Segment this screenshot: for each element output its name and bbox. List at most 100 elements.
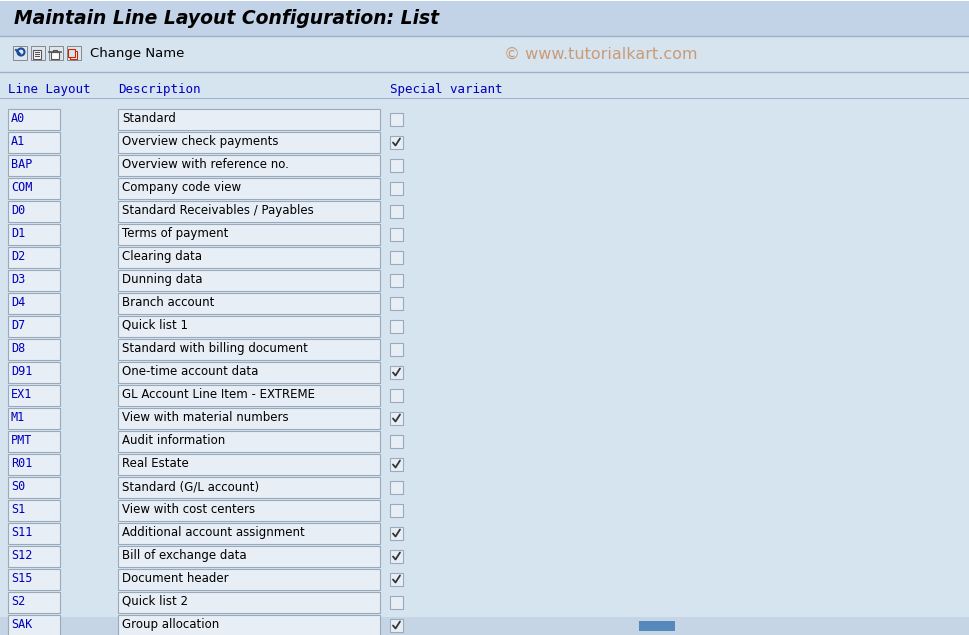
Text: Group allocation: Group allocation bbox=[122, 618, 219, 631]
Bar bbox=[118, 316, 380, 337]
Bar bbox=[390, 596, 403, 609]
Bar bbox=[118, 201, 380, 222]
Bar bbox=[118, 247, 380, 268]
Text: GL Account Line Item - EXTREME: GL Account Line Item - EXTREME bbox=[122, 388, 315, 401]
Bar bbox=[390, 550, 403, 563]
Bar bbox=[390, 320, 403, 333]
Bar bbox=[390, 504, 403, 517]
Text: Real Estate: Real Estate bbox=[122, 457, 189, 470]
Bar bbox=[118, 592, 380, 613]
Text: View with cost centers: View with cost centers bbox=[122, 503, 255, 516]
Text: Clearing data: Clearing data bbox=[122, 250, 202, 263]
Bar bbox=[8, 293, 60, 314]
Text: D7: D7 bbox=[11, 319, 25, 332]
Text: View with material numbers: View with material numbers bbox=[122, 411, 289, 424]
Text: PMT: PMT bbox=[11, 434, 32, 447]
Text: Overview with reference no.: Overview with reference no. bbox=[122, 158, 289, 171]
Bar bbox=[118, 270, 380, 291]
Bar bbox=[390, 343, 403, 356]
Text: Document header: Document header bbox=[122, 572, 229, 585]
Bar bbox=[31, 46, 45, 60]
Text: © www.tutorialkart.com: © www.tutorialkart.com bbox=[504, 46, 698, 62]
Text: Standard Receivables / Payables: Standard Receivables / Payables bbox=[122, 204, 314, 217]
Bar bbox=[390, 182, 403, 195]
Text: S11: S11 bbox=[11, 526, 32, 539]
Bar bbox=[8, 201, 60, 222]
Bar bbox=[8, 615, 60, 635]
Bar bbox=[390, 366, 403, 379]
Bar bbox=[390, 527, 403, 540]
Text: Quick list 1: Quick list 1 bbox=[122, 319, 188, 332]
Text: D0: D0 bbox=[11, 204, 25, 217]
Bar bbox=[68, 49, 75, 57]
Bar bbox=[118, 569, 380, 590]
Bar bbox=[8, 592, 60, 613]
Bar bbox=[118, 615, 380, 635]
Bar bbox=[390, 113, 403, 126]
Text: Overview check payments: Overview check payments bbox=[122, 135, 278, 148]
Bar bbox=[8, 477, 60, 498]
Bar bbox=[118, 362, 380, 383]
Bar bbox=[8, 109, 60, 130]
Bar bbox=[8, 316, 60, 337]
Bar bbox=[49, 46, 63, 60]
Text: Bill of exchange data: Bill of exchange data bbox=[122, 549, 247, 562]
Bar bbox=[118, 385, 380, 406]
Bar bbox=[13, 46, 27, 60]
Bar bbox=[118, 477, 380, 498]
Text: S2: S2 bbox=[11, 595, 25, 608]
Text: BAP: BAP bbox=[11, 158, 32, 171]
Text: Audit information: Audit information bbox=[122, 434, 225, 447]
Bar bbox=[0, 36, 969, 72]
Bar bbox=[0, 0, 969, 36]
Bar bbox=[118, 293, 380, 314]
Text: Dunning data: Dunning data bbox=[122, 273, 203, 286]
Text: A1: A1 bbox=[11, 135, 25, 148]
Bar bbox=[8, 408, 60, 429]
Bar bbox=[390, 274, 403, 287]
Text: Company code view: Company code view bbox=[122, 181, 241, 194]
Bar bbox=[390, 297, 403, 310]
Bar bbox=[118, 155, 380, 176]
Bar bbox=[51, 52, 59, 59]
Bar bbox=[390, 481, 403, 494]
Bar bbox=[8, 247, 60, 268]
Bar bbox=[639, 621, 675, 631]
Bar bbox=[33, 50, 41, 59]
Text: Branch account: Branch account bbox=[122, 296, 214, 309]
Text: Terms of payment: Terms of payment bbox=[122, 227, 229, 240]
Text: One-time account data: One-time account data bbox=[122, 365, 259, 378]
Bar bbox=[8, 270, 60, 291]
Bar bbox=[8, 431, 60, 452]
Text: Line Layout: Line Layout bbox=[8, 83, 90, 97]
Text: M1: M1 bbox=[11, 411, 25, 424]
Text: D91: D91 bbox=[11, 365, 32, 378]
Bar bbox=[8, 546, 60, 567]
Text: D2: D2 bbox=[11, 250, 25, 263]
Bar bbox=[8, 569, 60, 590]
Bar bbox=[67, 46, 81, 60]
Bar bbox=[118, 132, 380, 153]
Text: Standard: Standard bbox=[122, 112, 176, 125]
Text: Additional account assignment: Additional account assignment bbox=[122, 526, 304, 539]
Bar bbox=[390, 228, 403, 241]
Bar bbox=[118, 431, 380, 452]
Bar bbox=[118, 224, 380, 245]
Text: D3: D3 bbox=[11, 273, 25, 286]
Text: Maintain Line Layout Configuration: List: Maintain Line Layout Configuration: List bbox=[14, 8, 439, 27]
Bar bbox=[390, 573, 403, 586]
Text: Change Name: Change Name bbox=[90, 48, 184, 60]
Bar bbox=[8, 454, 60, 475]
Bar bbox=[118, 109, 380, 130]
Bar bbox=[118, 178, 380, 199]
Bar bbox=[8, 155, 60, 176]
Bar bbox=[390, 136, 403, 149]
Text: D4: D4 bbox=[11, 296, 25, 309]
Text: Quick list 2: Quick list 2 bbox=[122, 595, 188, 608]
Text: R01: R01 bbox=[11, 457, 32, 470]
Text: COM: COM bbox=[11, 181, 32, 194]
Bar bbox=[118, 339, 380, 360]
Bar bbox=[118, 546, 380, 567]
Text: S0: S0 bbox=[11, 480, 25, 493]
Bar bbox=[8, 132, 60, 153]
